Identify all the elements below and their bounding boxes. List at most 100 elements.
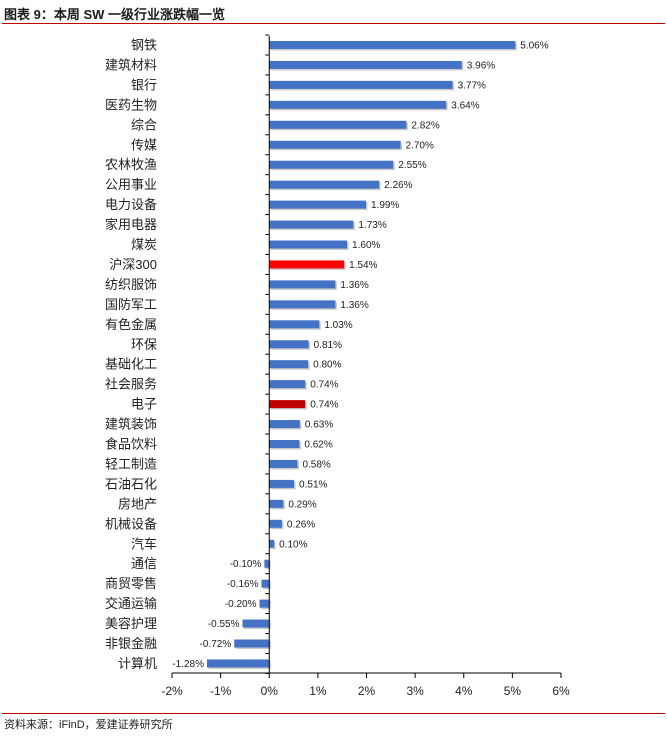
- category-label: 有色金属: [105, 317, 157, 332]
- bars-group: [207, 41, 517, 669]
- category-label: 煤炭: [131, 237, 157, 252]
- x-tick-label: 6%: [552, 684, 570, 698]
- value-label: 1.03%: [324, 320, 352, 331]
- value-label: 3.64%: [451, 100, 479, 111]
- category-label: 交通运输: [105, 596, 157, 611]
- bar-社会服务: [269, 380, 306, 389]
- bar-钢铁: [269, 41, 516, 49]
- chart-title: 图表 9：本周 SW 一级行业涨跌幅一览: [4, 7, 226, 22]
- category-label: 汽车: [131, 536, 157, 551]
- value-label: 1.99%: [371, 200, 399, 211]
- value-label: 3.96%: [467, 60, 495, 71]
- value-label: -0.10%: [230, 559, 262, 570]
- value-label: 0.29%: [288, 499, 316, 510]
- value-label: 0.62%: [304, 440, 332, 451]
- bar-商贸零售: [261, 579, 270, 588]
- x-tick-label: -1%: [210, 684, 232, 698]
- bar-银行: [269, 80, 453, 89]
- category-label: 国防军工: [105, 297, 157, 312]
- x-tick-label: 5%: [504, 684, 522, 698]
- value-label: 1.73%: [358, 220, 386, 231]
- value-label: 0.26%: [287, 519, 315, 530]
- category-label: 商贸零售: [105, 576, 157, 591]
- bar-传媒: [269, 140, 401, 149]
- value-label: -0.72%: [200, 639, 232, 650]
- value-label: 0.80%: [313, 360, 341, 371]
- x-tick-label: -2%: [161, 684, 183, 698]
- category-label: 综合: [131, 117, 157, 132]
- category-label: 钢铁: [131, 38, 157, 53]
- category-label: 传媒: [131, 137, 157, 152]
- category-label: 农林牧渔: [105, 157, 157, 172]
- value-label: 2.26%: [384, 180, 412, 191]
- value-label: 1.60%: [352, 240, 380, 251]
- category-label: 建筑装饰: [105, 417, 157, 432]
- bar-有色金属: [269, 320, 320, 329]
- bar-环保: [269, 340, 309, 349]
- category-label: 家用电器: [105, 217, 157, 232]
- category-label: 房地产: [118, 496, 157, 511]
- x-tick-label: 1%: [309, 684, 327, 698]
- category-label: 食品饮料: [105, 437, 157, 452]
- bar-医药生物: [269, 100, 447, 109]
- category-label: 公用事业: [105, 177, 157, 192]
- category-label: 石油石化: [105, 476, 157, 491]
- bar-机械设备: [269, 519, 282, 528]
- bar-综合: [269, 120, 407, 129]
- bar-计算机: [207, 659, 270, 668]
- value-label: -0.55%: [208, 619, 240, 630]
- bar-石油石化: [269, 479, 295, 488]
- value-label: 1.36%: [340, 280, 368, 291]
- category-label: 非银金融: [105, 636, 157, 651]
- bar-食品饮料: [269, 440, 300, 448]
- bar-煤炭: [269, 240, 348, 249]
- value-label: 2.82%: [411, 120, 439, 131]
- category-label: 银行: [131, 77, 157, 92]
- bar-电力设备: [269, 200, 367, 209]
- category-label: 环保: [131, 337, 157, 352]
- category-label: 沪深300: [109, 257, 157, 272]
- value-label: 2.55%: [398, 160, 426, 171]
- bar-基础化工: [269, 360, 309, 369]
- x-tick-label: 3%: [406, 684, 424, 698]
- value-label: 3.77%: [458, 80, 486, 91]
- bar-家用电器: [269, 220, 354, 229]
- category-label: 轻工制造: [105, 456, 157, 471]
- value-label: 0.63%: [305, 420, 333, 431]
- bar-汽车: [269, 539, 275, 548]
- category-label: 纺织服饰: [105, 277, 157, 292]
- axes-group: [171, 34, 562, 678]
- category-label: 电力设备: [105, 197, 157, 212]
- labels-group: 钢铁 5.06% 建筑材料 3.96% 银行 3.77% 医药生物 3.64% 综合 2.82% 传…: [105, 38, 570, 699]
- category-label: 美容护理: [105, 616, 157, 631]
- bar-房地产: [269, 499, 284, 508]
- bar-公用事业: [269, 180, 380, 189]
- bar-交通运输: [259, 599, 270, 608]
- bar-建筑材料: [269, 60, 462, 69]
- bar-建筑装饰: [269, 420, 300, 429]
- value-label: 5.06%: [520, 41, 548, 52]
- bar-沪深300: [269, 260, 345, 269]
- bar-通信: [264, 559, 270, 568]
- category-label: 建筑材料: [105, 57, 157, 72]
- value-label: -1.28%: [172, 659, 204, 670]
- bar-美容护理: [242, 619, 270, 628]
- value-label: -0.20%: [225, 599, 257, 610]
- x-tick-label: 4%: [455, 684, 473, 698]
- value-label: 0.58%: [302, 459, 330, 470]
- category-label: 医药生物: [105, 97, 157, 112]
- bar-国防军工: [269, 300, 336, 309]
- category-label: 计算机: [118, 656, 157, 671]
- x-tick-label: 0%: [261, 684, 279, 698]
- category-label: 基础化工: [105, 357, 157, 372]
- bar-电子: [269, 400, 306, 409]
- bar-非银金融: [234, 639, 270, 648]
- value-label: 0.74%: [310, 400, 338, 411]
- source-note: 资料来源：iFinD，爱建证券研究所: [4, 719, 173, 731]
- value-label: 1.36%: [340, 300, 368, 311]
- value-label: 1.54%: [349, 260, 377, 271]
- x-tick-label: 2%: [358, 684, 376, 698]
- value-label: -0.16%: [227, 579, 259, 590]
- category-label: 社会服务: [105, 377, 157, 392]
